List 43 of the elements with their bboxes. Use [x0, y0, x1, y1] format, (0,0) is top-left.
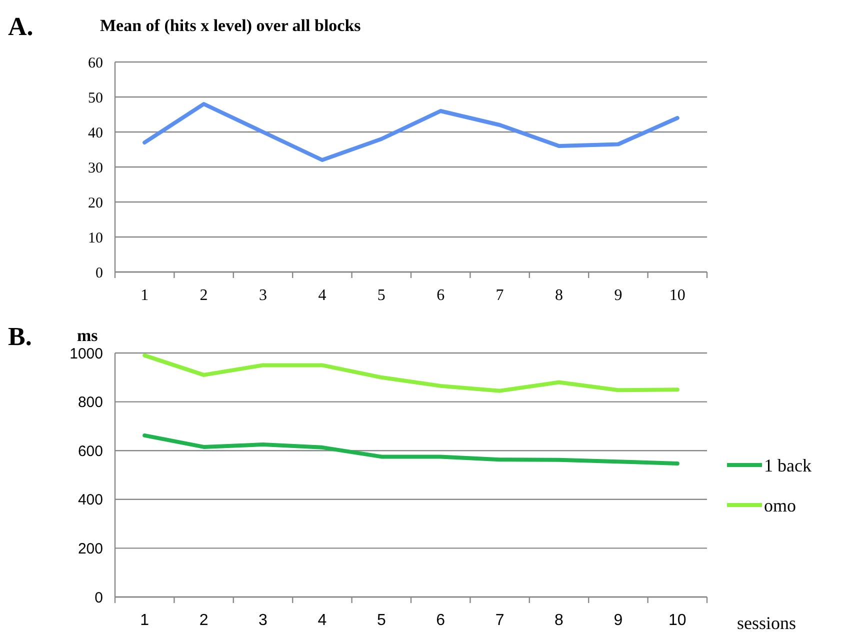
x-tick-label: 6	[436, 612, 446, 629]
line-series	[142, 353, 680, 393]
x-tick-label: 3	[258, 612, 268, 629]
text: B.	[8, 322, 32, 351]
y-tick-label: 20	[88, 195, 103, 212]
x-tick-label: 1	[140, 287, 149, 304]
x-tick-label: 1	[140, 612, 150, 629]
y-axis-title: ms	[77, 326, 98, 345]
x-tick-label: 5	[376, 612, 386, 629]
y-tick-label: 200	[78, 540, 103, 558]
x-tick-label: 8	[555, 287, 563, 304]
y-tick-label: 30	[88, 160, 103, 176]
x-axis-title: sessions	[737, 613, 796, 633]
y-tick-label: 10	[88, 230, 103, 246]
legend-label: 1 back	[764, 455, 812, 476]
text: A.	[8, 12, 34, 41]
x-tick-label: 8	[554, 612, 564, 629]
y-tick-label: 60	[88, 55, 103, 72]
y-tick-label: 50	[88, 90, 103, 106]
y-tick-label: 600	[78, 442, 103, 460]
y-tick-label: 0	[96, 265, 103, 282]
y-tick-label: 40	[88, 125, 103, 142]
legend-label: omo	[764, 495, 796, 516]
x-tick-label: 2	[199, 612, 208, 629]
x-tick-label: 5	[377, 287, 386, 304]
x-tick-label: 9	[614, 287, 622, 304]
chart-title: Mean of (hits x level) over all blocks	[100, 16, 362, 35]
x-tick-label: 2	[200, 287, 208, 304]
line-series	[142, 433, 680, 466]
x-tick-label: 7	[496, 287, 504, 304]
x-tick-label: 9	[614, 612, 623, 629]
x-tick-label: 3	[259, 287, 267, 304]
y-tick-label: 800	[78, 394, 103, 412]
y-tick-label: 400	[78, 492, 103, 509]
x-tick-label: 7	[495, 612, 504, 629]
y-tick-label: 0	[94, 589, 103, 606]
x-tick-label: 4	[318, 287, 326, 304]
x-tick-label: 10	[669, 287, 686, 304]
y-tick-label: 1000	[70, 345, 103, 362]
x-tick-label: 4	[318, 612, 327, 629]
x-tick-label: 6	[436, 287, 445, 304]
line-series	[142, 102, 680, 162]
x-tick-label: 10	[668, 612, 686, 629]
